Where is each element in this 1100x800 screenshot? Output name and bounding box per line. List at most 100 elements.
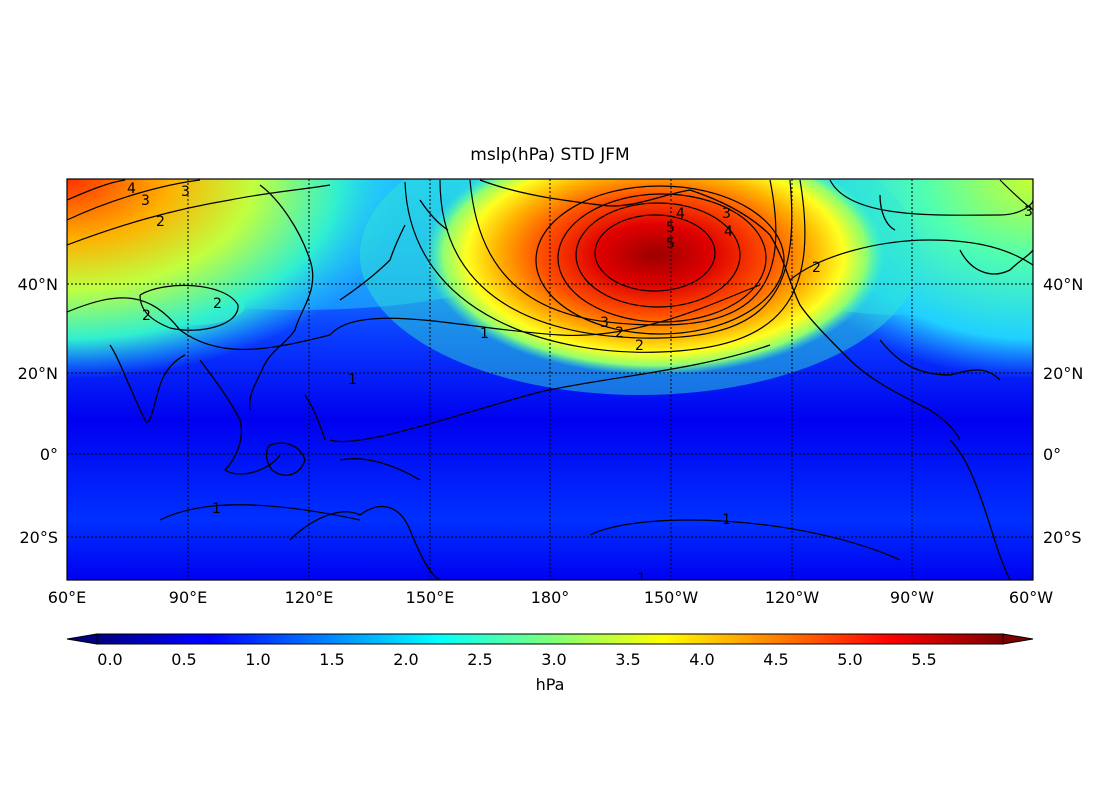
contour-2-5 <box>439 179 793 339</box>
gridlines <box>67 179 1033 580</box>
map-frame <box>66 178 1034 581</box>
lon-label: 120°W <box>765 588 820 607</box>
contour-label: 4 <box>127 181 136 197</box>
contour-label: 1 <box>722 512 731 528</box>
contour-label: 5 <box>666 220 675 236</box>
colorbar-tick-label: 0.5 <box>171 650 196 669</box>
contour-label: 3 <box>722 206 731 222</box>
coast-hudson <box>879 194 896 231</box>
coast-asia-east <box>249 184 314 411</box>
coast-south-america <box>949 439 1011 580</box>
contour-tibet-2 <box>139 284 239 331</box>
contour-1-south-west <box>159 504 361 521</box>
lat-label: 0° <box>40 445 58 464</box>
contour-label: 2 <box>812 260 821 276</box>
contour-nw-3 <box>67 179 201 221</box>
contour-ne-2 <box>789 239 1033 281</box>
coast-central-america <box>929 409 961 441</box>
colorbar-tick-label: 4.0 <box>689 650 714 669</box>
contour-ne-3 <box>999 179 1033 211</box>
coast-se-asia <box>199 359 281 475</box>
colorbar-tick-label: 3.0 <box>541 650 566 669</box>
coastlines <box>109 179 1033 580</box>
longitude-labels: 60°E 90°E 120°E 150°E 180° 150°W 120°W 9… <box>48 588 1054 607</box>
contour-1-north-pacific <box>329 284 761 337</box>
coast-kamchatka <box>419 199 449 231</box>
contour-label: 5 <box>666 236 675 252</box>
nw-corner-max <box>67 179 407 379</box>
map-title: mslp(hPa) STD JFM <box>470 145 629 165</box>
latitude-labels-right: 40°N 20°N 0° 20°S <box>1043 275 1083 547</box>
lat-label: 20°N <box>18 364 58 383</box>
lat-label: 20°S <box>19 528 58 547</box>
colorbar-tick-label: 5.5 <box>911 650 936 669</box>
colorbar-tick-label: 1.5 <box>319 650 344 669</box>
contour-ne-2-5 <box>829 179 1033 216</box>
contour-nw-2 <box>67 184 331 246</box>
contour-3-5 <box>535 185 785 335</box>
coast-us-east <box>959 249 1033 275</box>
coast-new-guinea <box>339 458 421 481</box>
contour-nw-4 <box>67 179 126 201</box>
coast-alaska <box>479 179 771 236</box>
coast-borneo <box>265 442 306 476</box>
contour-label: 2 <box>635 338 644 354</box>
lon-label: 150°W <box>644 588 699 607</box>
lat-label: 40°N <box>1043 275 1083 294</box>
coast-japan <box>339 224 406 301</box>
contour-1-south-east <box>589 519 901 561</box>
lon-label: 120°E <box>285 588 334 607</box>
contour-3 <box>469 179 777 326</box>
colorbar-body <box>96 633 1004 645</box>
colorbar-extend-high <box>1002 633 1034 645</box>
contour-label: 1 <box>480 326 489 342</box>
contour-label: 1 <box>348 372 357 388</box>
contour-label: 2 <box>156 214 165 230</box>
lat-label: 20°S <box>1043 528 1082 547</box>
contour-labels: 4 3 3 2 2 2 1 1 3 2 2 4 5 5 3 4 2 1 1 1 … <box>127 181 1033 587</box>
coast-philippines <box>304 394 326 441</box>
contour-label: 1 <box>212 501 221 517</box>
colorbar-tick-label: 0.0 <box>97 650 122 669</box>
lon-label: 150°E <box>406 588 455 607</box>
contour-label: 4 <box>724 224 733 240</box>
colorbar-unit-label: hPa <box>536 675 565 694</box>
lon-label: 180° <box>531 588 570 607</box>
contour-4-5 <box>575 202 741 308</box>
colorbar-tick-label: 4.5 <box>763 650 788 669</box>
contour-2 <box>404 179 806 353</box>
coast-north-america-west <box>769 234 931 411</box>
contour-label: 2 <box>213 296 222 312</box>
contour-label: 3 <box>141 193 150 209</box>
coast-india <box>109 344 186 423</box>
contour-label: 3 <box>181 184 190 200</box>
lon-label: 60°E <box>48 588 86 607</box>
colorbar-extend-low <box>66 633 98 645</box>
map-plot-area: 4 3 3 2 2 2 1 1 3 2 2 4 5 5 3 4 2 1 1 1 … <box>67 179 1033 587</box>
lat-label: 0° <box>1043 445 1061 464</box>
lon-label: 60°W <box>1009 588 1053 607</box>
colorbar-ticks: 0.0 0.5 1.0 1.5 2.0 2.5 3.0 3.5 4.0 4.5 … <box>97 650 936 669</box>
lat-label: 40°N <box>18 275 58 294</box>
latitude-labels-left: 40°N 20°N 0° 20°S <box>18 275 58 547</box>
lon-label: 90°W <box>890 588 934 607</box>
coast-australia <box>289 506 441 580</box>
contour-label: 1 <box>637 571 646 587</box>
contour-label: 3 <box>600 315 609 331</box>
colorbar: 0.0 0.5 1.0 1.5 2.0 2.5 3.0 3.5 4.0 4.5 … <box>66 633 1034 694</box>
colorbar-tick-label: 2.5 <box>467 650 492 669</box>
colorbar-tick-label: 1.0 <box>245 650 270 669</box>
aleutian-low-max <box>425 179 885 375</box>
colorbar-tick-label: 3.5 <box>615 650 640 669</box>
colorbar-tick-label: 2.0 <box>393 650 418 669</box>
lat-label: 20°N <box>1043 364 1083 383</box>
contour-label: 4 <box>676 206 685 222</box>
contour-1-tropical <box>329 344 771 443</box>
contour-label: 2 <box>615 325 624 341</box>
coast-gulf-mexico <box>879 339 1001 381</box>
contour-label: 3 <box>1024 204 1033 220</box>
contour-label: 2 <box>142 308 151 324</box>
contour-5 <box>594 214 716 292</box>
lon-label: 90°E <box>169 588 207 607</box>
colorbar-tick-label: 5.0 <box>837 650 862 669</box>
